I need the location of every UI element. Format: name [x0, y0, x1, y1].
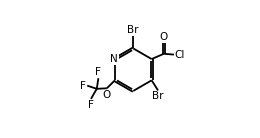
Text: F: F [88, 100, 94, 110]
Text: Br: Br [153, 91, 164, 101]
Text: Cl: Cl [175, 50, 185, 60]
Text: O: O [102, 90, 110, 99]
Text: Br: Br [127, 25, 139, 35]
Text: O: O [160, 32, 168, 42]
Text: N: N [110, 54, 118, 63]
Text: F: F [95, 67, 101, 77]
Text: F: F [81, 81, 86, 91]
